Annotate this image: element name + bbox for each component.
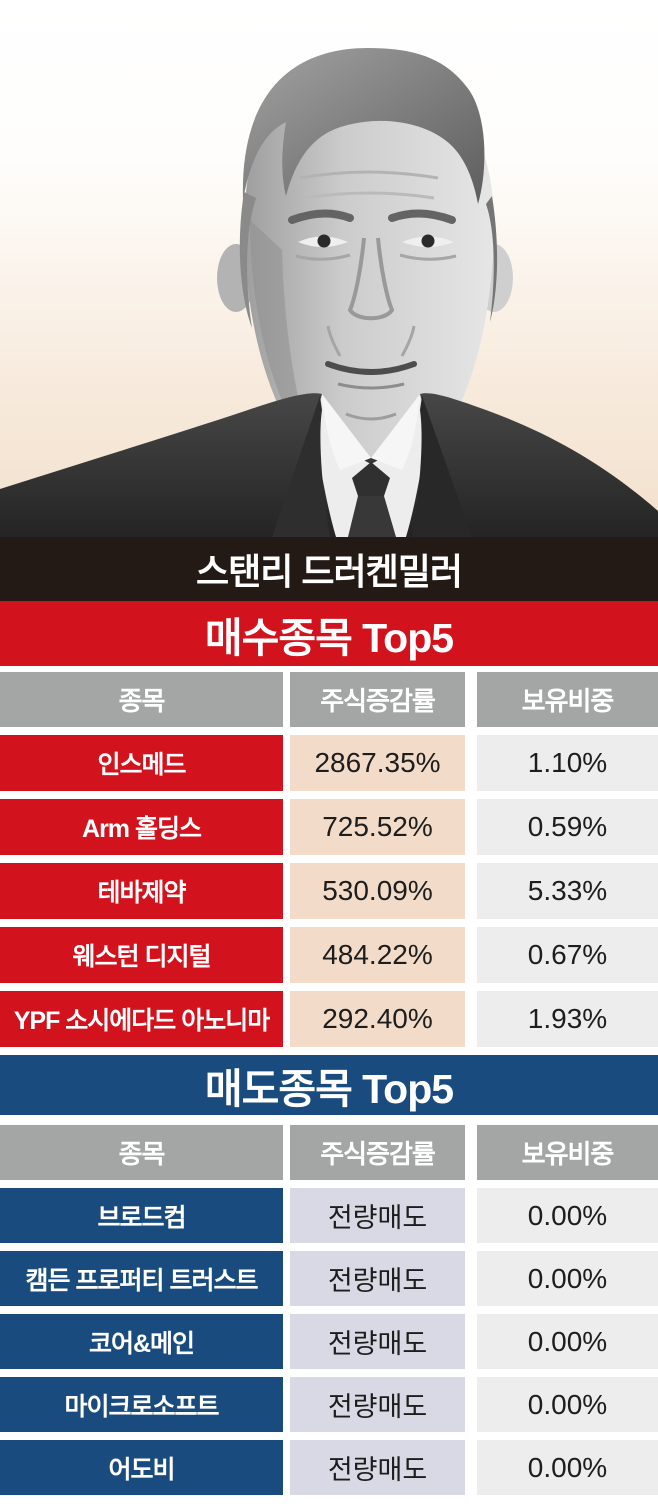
stock-weight-cell: 0.00%: [477, 1440, 658, 1495]
table-row: 코어&메인 전량매도 0.00%: [0, 1314, 658, 1369]
stock-change-cell: 530.09%: [290, 863, 465, 919]
stock-name-cell: 캠든 프로퍼티 트러스트: [0, 1251, 283, 1306]
sell-section-title: 매도종목 Top5: [204, 1066, 454, 1112]
stock-change-cell: 전량매도: [290, 1188, 465, 1243]
sell-section-banner: 매도종목 Top5: [0, 1055, 658, 1115]
buy-table: 종목 주식증감률 보유비중 인스메드 2867.35% 1.10% Arm 홀딩…: [0, 672, 658, 1047]
buy-table-header: 종목 주식증감률 보유비중: [0, 672, 658, 727]
stock-name-cell: 마이크로소프트: [0, 1377, 283, 1432]
stock-name-cell: Arm 홀딩스: [0, 799, 283, 855]
table-row: 마이크로소프트 전량매도 0.00%: [0, 1377, 658, 1432]
sell-table-header: 종목 주식증감률 보유비중: [0, 1125, 658, 1180]
buy-section-title: 매수종목 Top5: [204, 614, 454, 661]
stock-name-cell: 코어&메인: [0, 1314, 283, 1369]
table-row: 인스메드 2867.35% 1.10%: [0, 735, 658, 791]
stock-weight-cell: 1.93%: [477, 991, 658, 1047]
stock-weight-cell: 0.00%: [477, 1377, 658, 1432]
table-row: 캠든 프로퍼티 트러스트 전량매도 0.00%: [0, 1251, 658, 1306]
table-row: 웨스턴 디지털 484.22% 0.67%: [0, 927, 658, 983]
stock-weight-cell: 5.33%: [477, 863, 658, 919]
investor-name: 스탠리 드러켄밀러: [196, 551, 463, 592]
buy-section-banner: 매수종목 Top5: [0, 601, 658, 666]
stock-weight-cell: 0.00%: [477, 1314, 658, 1369]
stock-name-cell: 웨스턴 디지털: [0, 927, 283, 983]
stock-weight-cell: 0.59%: [477, 799, 658, 855]
stock-change-cell: 2867.35%: [290, 735, 465, 791]
column-header-weight: 보유비중: [477, 1125, 658, 1180]
stock-change-cell: 725.52%: [290, 799, 465, 855]
sell-table: 종목 주식증감률 보유비중 브로드컴 전량매도 0.00% 캠든 프로퍼티 트러…: [0, 1125, 658, 1495]
column-header-change: 주식증감률: [290, 672, 465, 727]
column-header-weight: 보유비중: [477, 672, 658, 727]
stock-name-cell: YPF 소시에다드 아노니마: [0, 991, 283, 1047]
table-row: 어도비 전량매도 0.00%: [0, 1440, 658, 1495]
stock-name-cell: 테바제약: [0, 863, 283, 919]
stock-change-cell: 292.40%: [290, 991, 465, 1047]
person-portrait-illustration: [0, 48, 658, 537]
column-header-stock: 종목: [0, 672, 283, 727]
stock-change-cell: 전량매도: [290, 1440, 465, 1495]
stock-name-cell: 브로드컴: [0, 1188, 283, 1243]
stock-weight-cell: 1.10%: [477, 735, 658, 791]
table-row: Arm 홀딩스 725.52% 0.59%: [0, 799, 658, 855]
stock-change-cell: 484.22%: [290, 927, 465, 983]
stock-change-cell: 전량매도: [290, 1251, 465, 1306]
investor-name-banner: 스탠리 드러켄밀러: [0, 537, 658, 601]
stock-weight-cell: 0.00%: [477, 1251, 658, 1306]
stock-change-cell: 전량매도: [290, 1314, 465, 1369]
column-header-stock: 종목: [0, 1125, 283, 1180]
stock-name-cell: 인스메드: [0, 735, 283, 791]
stock-name-cell: 어도비: [0, 1440, 283, 1495]
table-row: 테바제약 530.09% 5.33%: [0, 863, 658, 919]
portrait-photo: [0, 0, 658, 537]
table-row: YPF 소시에다드 아노니마 292.40% 1.93%: [0, 991, 658, 1047]
stock-change-cell: 전량매도: [290, 1377, 465, 1432]
stock-weight-cell: 0.67%: [477, 927, 658, 983]
column-header-change: 주식증감률: [290, 1125, 465, 1180]
table-row: 브로드컴 전량매도 0.00%: [0, 1188, 658, 1243]
stock-weight-cell: 0.00%: [477, 1188, 658, 1243]
